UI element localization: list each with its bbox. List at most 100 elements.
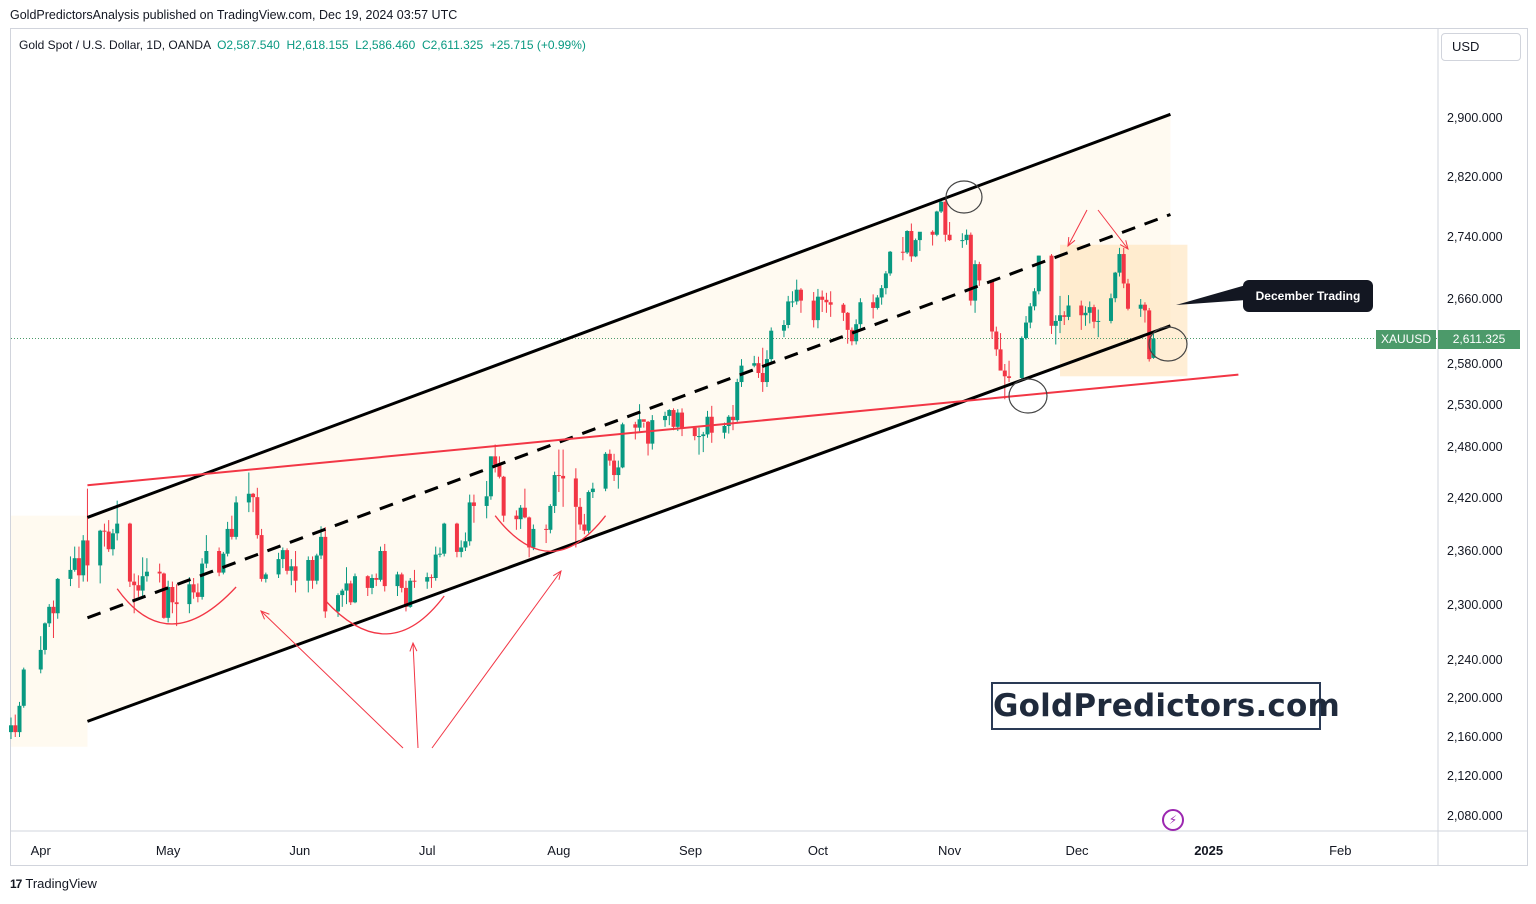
candle-body bbox=[798, 289, 803, 301]
candle bbox=[471, 494, 476, 523]
candle bbox=[1024, 316, 1029, 340]
y-tick-label: 2,240.000 bbox=[1447, 653, 1503, 667]
candle-body bbox=[42, 623, 47, 650]
candle bbox=[85, 488, 90, 582]
candle bbox=[968, 232, 973, 306]
candle bbox=[786, 295, 791, 329]
channel-lower-line bbox=[86, 324, 1171, 723]
candle bbox=[106, 520, 111, 552]
candle-body bbox=[144, 571, 149, 577]
candle-body bbox=[81, 540, 86, 576]
lightning-icon[interactable]: ⚡ bbox=[1162, 809, 1184, 831]
x-tick-label: Feb bbox=[1329, 843, 1351, 858]
y-tick-label: 2,580.000 bbox=[1447, 357, 1503, 371]
candle bbox=[1002, 364, 1007, 400]
candle bbox=[323, 527, 328, 618]
candle-body bbox=[646, 421, 651, 444]
candle bbox=[1062, 311, 1067, 325]
candle bbox=[764, 350, 769, 387]
candle-body bbox=[412, 580, 417, 582]
candle bbox=[990, 279, 995, 339]
currency-selector[interactable]: USD bbox=[1441, 33, 1521, 61]
candle-body bbox=[1058, 315, 1063, 321]
candle-body bbox=[671, 410, 676, 427]
candle bbox=[1087, 301, 1092, 324]
candle-body bbox=[497, 464, 502, 477]
candle-body bbox=[701, 434, 706, 437]
candle-body bbox=[132, 581, 137, 586]
x-tick-label: Nov bbox=[938, 843, 962, 858]
candle bbox=[246, 472, 251, 513]
candle bbox=[314, 553, 319, 585]
candle-body bbox=[1024, 322, 1029, 338]
candle-body bbox=[17, 705, 22, 733]
candle bbox=[875, 295, 880, 310]
candle-body bbox=[1091, 307, 1096, 322]
candle-body bbox=[157, 571, 162, 574]
candle-body bbox=[234, 502, 239, 537]
candle bbox=[934, 210, 939, 237]
candle-body bbox=[106, 531, 111, 550]
candle-body bbox=[764, 359, 769, 383]
candle bbox=[590, 482, 595, 498]
candle bbox=[110, 528, 115, 556]
candle-body bbox=[127, 523, 132, 582]
candle-body bbox=[514, 515, 519, 520]
candle bbox=[55, 578, 60, 619]
candle bbox=[769, 327, 774, 363]
candle bbox=[667, 409, 672, 426]
candle bbox=[17, 701, 22, 737]
candle-body bbox=[1062, 315, 1067, 317]
top-arrow-right bbox=[1097, 209, 1129, 250]
candle bbox=[939, 199, 944, 213]
candle bbox=[259, 528, 264, 582]
candle bbox=[675, 409, 680, 432]
candle-body bbox=[603, 453, 608, 489]
candle-body bbox=[641, 419, 646, 422]
candle-body bbox=[964, 234, 969, 241]
x-tick-label: Apr bbox=[31, 843, 52, 858]
change-value: +25.715 (+0.99%) bbox=[489, 38, 586, 52]
candle-body bbox=[1066, 305, 1071, 317]
candle-body bbox=[459, 547, 464, 552]
candle-body bbox=[1108, 298, 1113, 321]
candle-body bbox=[1028, 306, 1033, 323]
candle-body bbox=[471, 502, 476, 506]
candle bbox=[1083, 306, 1088, 326]
candle-body bbox=[1151, 338, 1156, 358]
candle-body bbox=[68, 569, 73, 579]
candle-body bbox=[170, 587, 175, 603]
december-trading-callout: December Trading bbox=[1243, 280, 1373, 312]
candle-body bbox=[195, 592, 200, 597]
candle bbox=[722, 422, 727, 439]
candle-body bbox=[285, 550, 290, 571]
candle-body bbox=[76, 558, 81, 576]
symbol-legend[interactable]: Gold Spot / U.S. Dollar, 1D, OANDA O2,58… bbox=[19, 38, 586, 52]
candle-body bbox=[582, 524, 587, 531]
candle-body bbox=[913, 240, 918, 257]
candle-body bbox=[888, 251, 893, 274]
y-tick-label: 2,160.000 bbox=[1447, 730, 1503, 744]
candle-body bbox=[110, 533, 115, 550]
candle bbox=[263, 572, 268, 583]
candle bbox=[306, 556, 311, 593]
candle-body bbox=[616, 467, 621, 476]
candle bbox=[437, 547, 442, 558]
y-tick-label: 2,120.000 bbox=[1447, 769, 1503, 783]
candle bbox=[790, 291, 795, 308]
candle bbox=[909, 223, 914, 262]
top-arrow-right-head bbox=[1119, 240, 1129, 251]
footer[interactable]: 17 TradingView bbox=[10, 876, 97, 891]
candle-body bbox=[667, 410, 672, 416]
candle bbox=[81, 535, 86, 582]
callout-pointer bbox=[1176, 285, 1246, 305]
candle-body bbox=[115, 523, 120, 534]
candle bbox=[1053, 315, 1058, 345]
top-arrow-left bbox=[1067, 209, 1088, 247]
candle bbox=[344, 567, 349, 605]
candle-body bbox=[735, 382, 740, 421]
candle bbox=[573, 468, 578, 548]
candle-body bbox=[187, 584, 192, 605]
candle bbox=[586, 490, 591, 534]
